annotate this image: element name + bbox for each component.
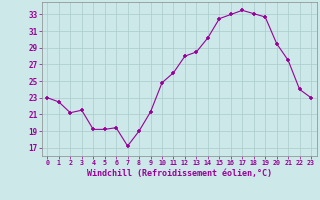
X-axis label: Windchill (Refroidissement éolien,°C): Windchill (Refroidissement éolien,°C): [87, 169, 272, 178]
